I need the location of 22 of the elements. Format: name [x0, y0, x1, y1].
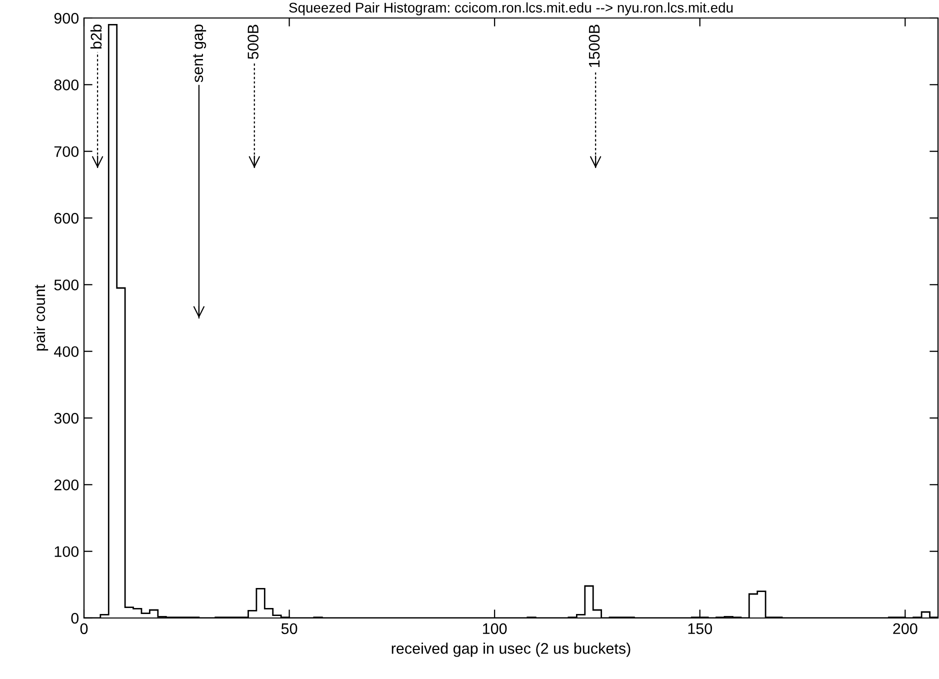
x-tick-label: 0: [80, 623, 88, 634]
y-tick-label: 800: [54, 80, 79, 90]
y-tick-label: 900: [54, 12, 79, 24]
y-tick-label: 400: [54, 346, 79, 358]
x-tick-label: 100: [483, 623, 507, 634]
x-axis-title: received gap in usec (2 us buckets): [392, 642, 630, 657]
ref-line-label: sent gap: [193, 24, 206, 82]
ref-line-label: b2b: [90, 24, 102, 48]
y-tick-label: 0: [71, 612, 79, 624]
chart-title: Squeezed Pair Histogram: ccicom.ron.lcs.mit.edu --> nyu.ron.lcs.mit.edu: [289, 2, 733, 16]
x-tick-label: 150: [688, 623, 712, 634]
y-tick-label: 600: [54, 212, 79, 224]
y-tick-label: 500: [54, 280, 79, 290]
ref-line-label: 1500B: [588, 24, 600, 68]
y-tick-label: 200: [54, 480, 79, 490]
y-axis-title: pair count: [34, 284, 48, 351]
ref-line-label: 500B: [248, 24, 258, 60]
y-tick-label: 700: [54, 146, 79, 158]
y-tick-label: 300: [54, 412, 79, 424]
x-tick-label: 200: [893, 623, 918, 634]
y-tick-label: 100: [54, 546, 79, 558]
x-tick-label: 50: [281, 623, 298, 634]
